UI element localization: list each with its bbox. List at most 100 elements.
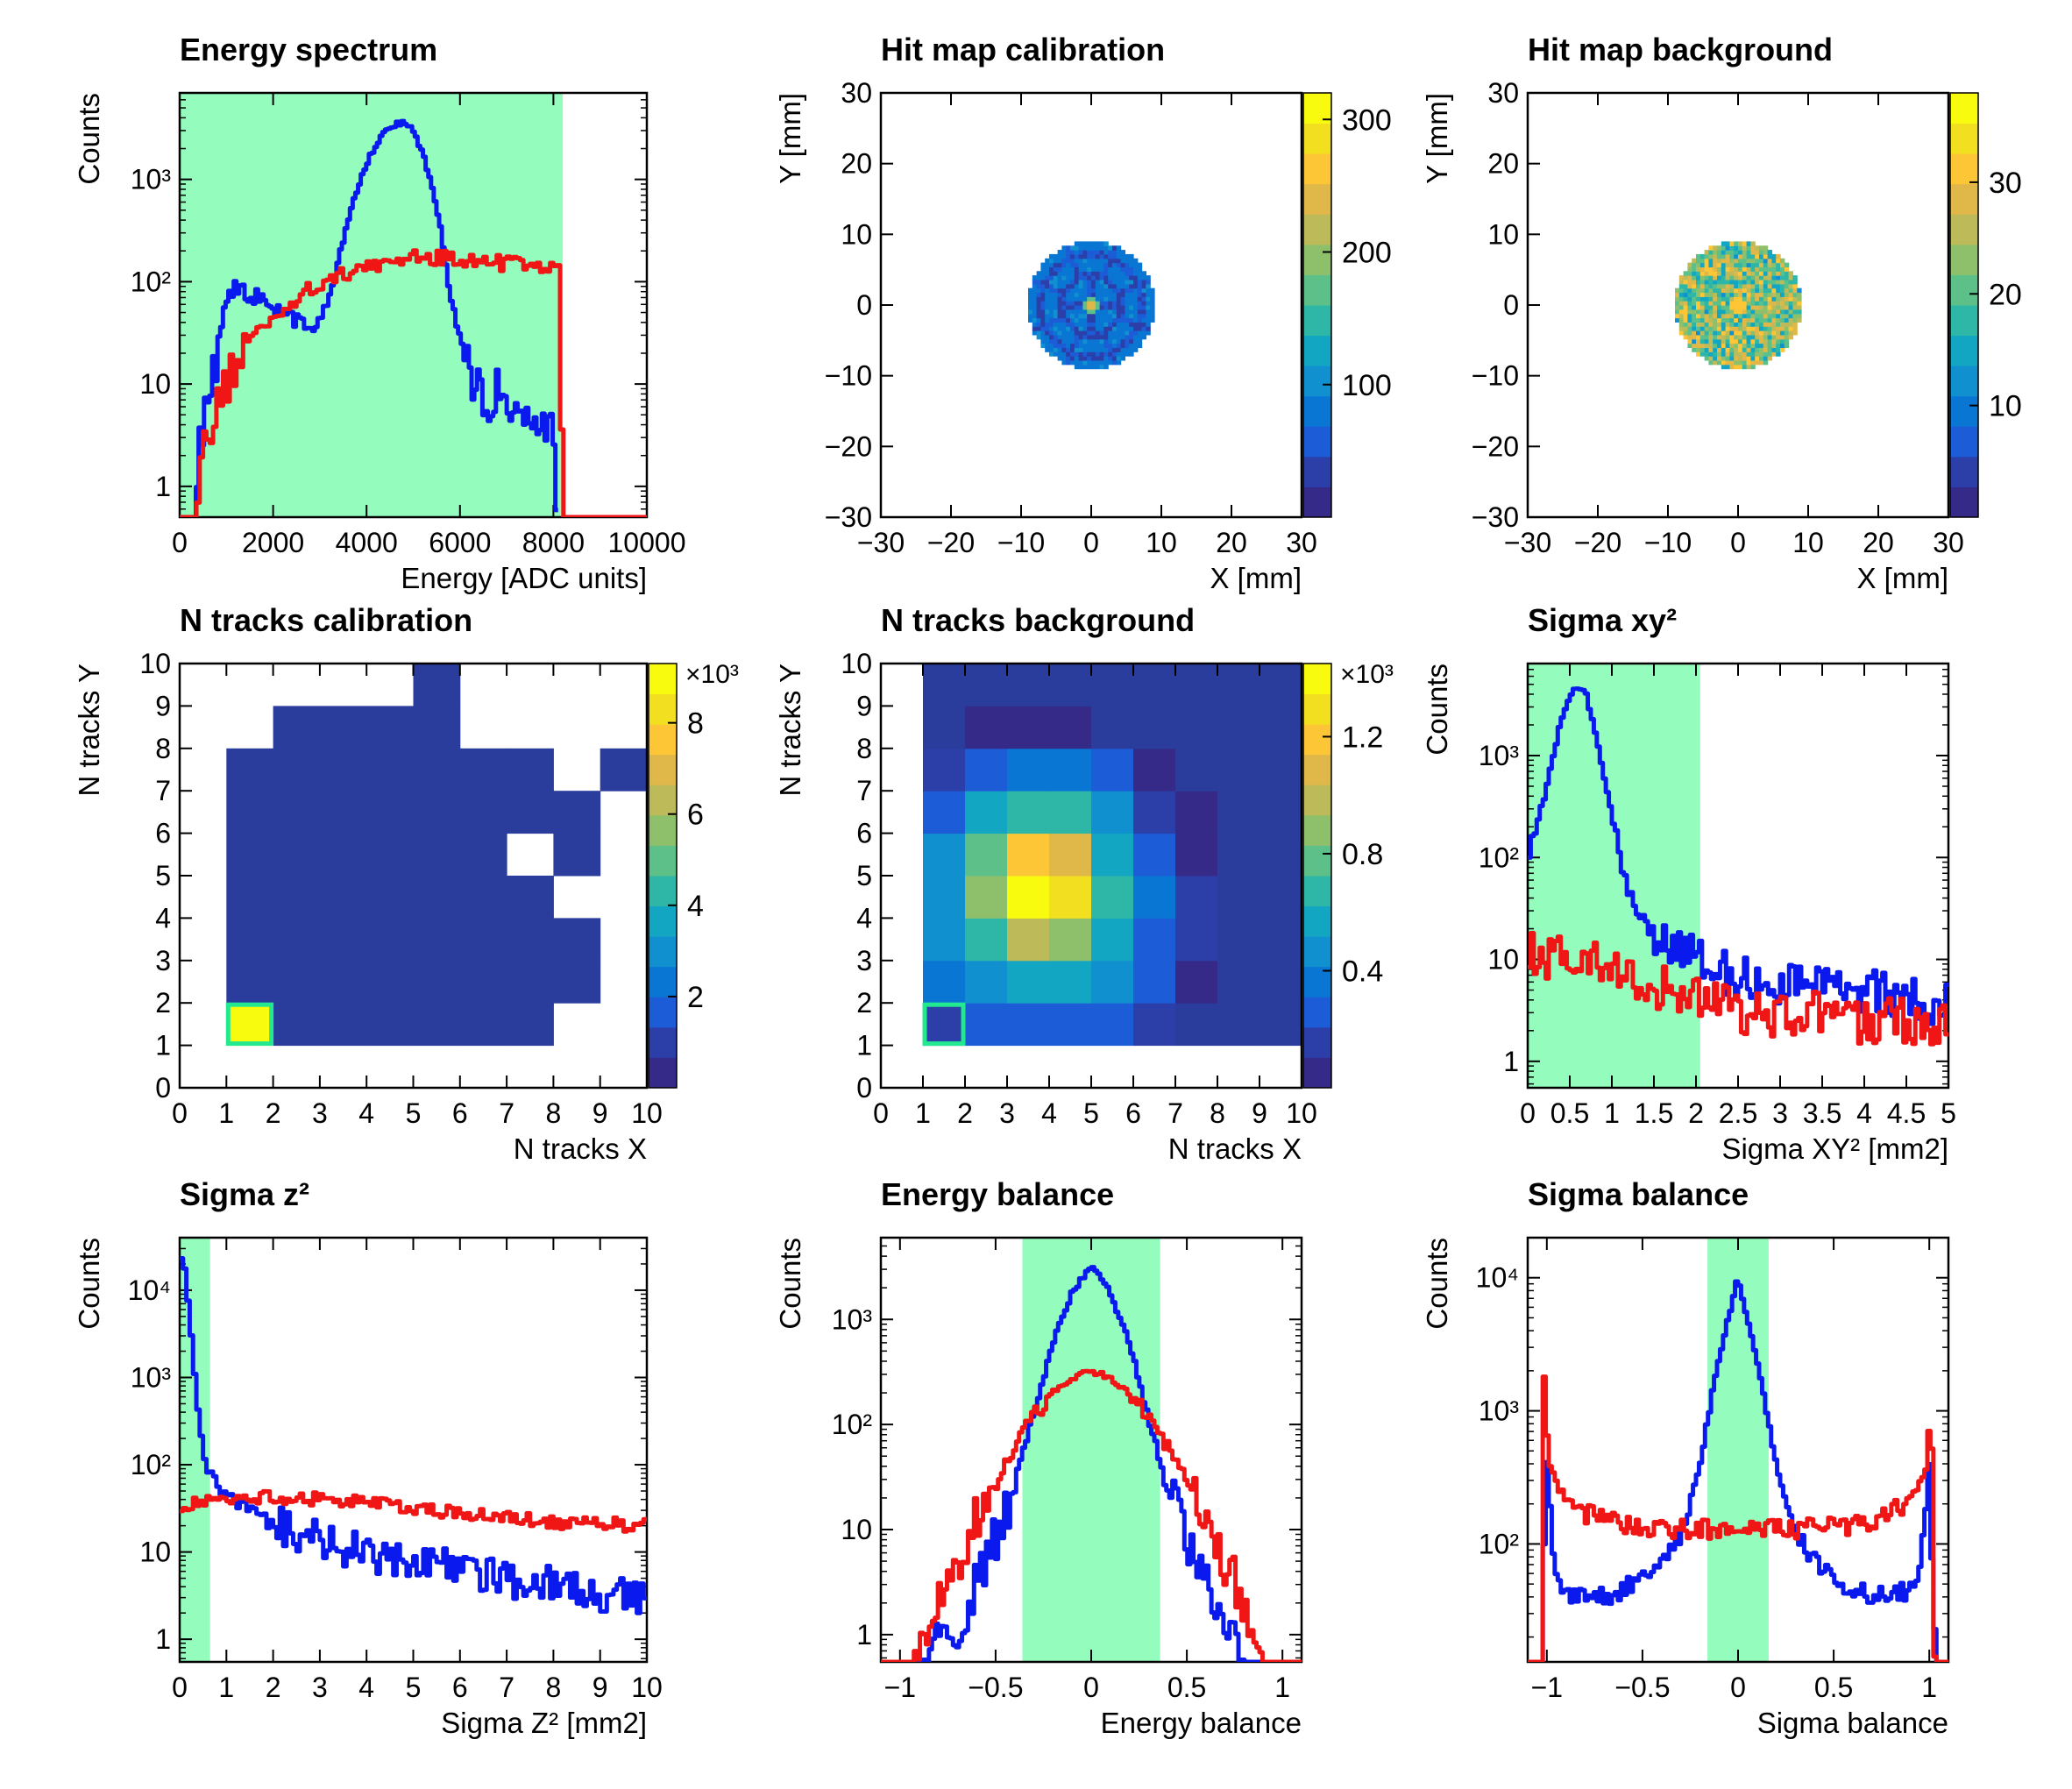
hitmap-bin — [1074, 288, 1080, 294]
hitmap-bin — [1087, 334, 1092, 340]
hitmap-bin — [1108, 343, 1113, 348]
hitmap-bin — [1738, 279, 1743, 285]
hitmap-bin — [1750, 241, 1756, 246]
x-tick-label: 3 — [999, 1097, 1015, 1129]
hitmap-bin — [1082, 334, 1088, 340]
hitmap-bin — [1133, 279, 1139, 285]
hitmap-bin — [1091, 275, 1096, 280]
hitmap-bin — [1755, 250, 1760, 255]
y-tick-label: 10² — [832, 1409, 873, 1440]
x-tick-label: 10 — [1146, 527, 1177, 558]
hitmap-bin — [1049, 347, 1054, 352]
hitmap-bin — [1120, 326, 1125, 331]
hitmap-bin — [1045, 296, 1050, 302]
hitmap-bin — [1108, 313, 1113, 319]
plot-title: Energy balance — [881, 1176, 1114, 1212]
hitmap-bin — [1133, 301, 1139, 306]
hitmap-bin — [1095, 322, 1101, 327]
hitmap-bin — [1103, 309, 1109, 315]
hitmap-bin — [1116, 262, 1122, 268]
hitmap-bin — [1696, 351, 1701, 357]
hitmap-bin — [1742, 292, 1748, 297]
hitmap-bin — [1742, 313, 1748, 319]
hitmap-bin — [1767, 351, 1772, 357]
y-tick-label: 7 — [856, 775, 872, 806]
hitmap-bin — [1742, 351, 1748, 357]
y-tick-label: 10⁴ — [1476, 1262, 1519, 1294]
x-tick-label: 10 — [631, 1097, 663, 1129]
hitmap-bin — [1734, 258, 1739, 264]
track-cell — [226, 748, 274, 792]
hitmap-bin — [1146, 326, 1151, 331]
hitmap-bin — [1061, 258, 1067, 264]
hitmap-bin — [1771, 330, 1777, 336]
track-cell — [1260, 748, 1302, 792]
hitmap-bin — [1133, 347, 1139, 352]
hitmap-bin — [1120, 258, 1125, 264]
hitmap-bin — [1036, 334, 1041, 340]
hitmap-bin — [1108, 305, 1113, 310]
hitmap-bin — [1771, 347, 1777, 352]
hitmap-bin — [1049, 322, 1054, 327]
x-axis-label: Sigma Z² [mm2] — [441, 1707, 647, 1739]
y-tick-label: 1 — [155, 1623, 171, 1655]
hitmap-bin — [1082, 301, 1088, 306]
hitmap-bin — [1763, 305, 1769, 310]
y-tick-label: 3 — [155, 945, 171, 976]
hitmap-bin — [1721, 356, 1727, 361]
hitmap-bin — [1738, 347, 1743, 352]
track-cell — [1175, 918, 1218, 962]
hitmap-bin — [1687, 313, 1692, 319]
hitmap-bin — [1103, 262, 1109, 268]
hitmap-bin — [1040, 266, 1046, 272]
hitmap-bin — [1776, 279, 1781, 285]
hitmap-bin — [1061, 330, 1067, 336]
hitmap-bin — [1734, 356, 1739, 361]
hitmap-bin — [1087, 359, 1092, 366]
x-tick-label: 4.5 — [1887, 1097, 1926, 1129]
x-tick-label: 4 — [1856, 1097, 1872, 1129]
x-tick-label: 20 — [1863, 527, 1894, 558]
x-tick-label: 2 — [957, 1097, 973, 1129]
hitmap-bin — [1070, 266, 1075, 272]
hitmap-bin — [1150, 305, 1155, 310]
hitmap-bin — [1771, 275, 1777, 280]
hitmap-bin — [1120, 330, 1125, 336]
hitmap-bin — [1078, 241, 1083, 246]
hitmap-bin — [1120, 334, 1125, 340]
hitmap-bin — [1091, 258, 1096, 264]
colorbar-swatch — [1303, 905, 1331, 937]
hitmap-bin — [1797, 296, 1802, 302]
hitmap-bin — [1125, 266, 1130, 272]
hitmap-bin — [1137, 326, 1143, 331]
hitmap-bin — [1103, 250, 1109, 255]
hitmap-bin — [1061, 317, 1067, 323]
hitmap-bin — [1103, 356, 1109, 361]
hitmap-bin — [1746, 258, 1751, 264]
hitmap-bin — [1061, 359, 1067, 366]
hitmap-bin — [1087, 266, 1092, 272]
hitmap-bin — [1725, 275, 1730, 280]
track-cell — [1175, 833, 1218, 877]
hitmap-bin — [1746, 262, 1751, 268]
hitmap-bin — [1116, 338, 1122, 344]
hitmap-bin — [1032, 288, 1038, 294]
colorbar-swatch — [1303, 183, 1331, 215]
hitmap-bin — [1095, 283, 1101, 289]
hitmap-bin — [1784, 262, 1790, 268]
track-cell — [226, 876, 274, 919]
hitmap-bin — [1070, 288, 1075, 294]
hitmap-bin — [1066, 258, 1071, 264]
hitmap-bin — [1112, 288, 1118, 294]
hitmap-bin — [1746, 322, 1751, 327]
hitmap-bin — [1057, 347, 1062, 352]
hitmap-bin — [1074, 322, 1080, 327]
hitmap-bin — [1713, 275, 1718, 280]
hitmap-bin — [1750, 317, 1756, 323]
hitmap-bin — [1763, 271, 1769, 276]
hitmap-bin — [1032, 326, 1038, 331]
hitmap-bin — [1767, 338, 1772, 344]
hitmap-bin — [1750, 262, 1756, 268]
hitmap-bin — [1771, 338, 1777, 344]
hitmap-bin — [1125, 292, 1130, 297]
